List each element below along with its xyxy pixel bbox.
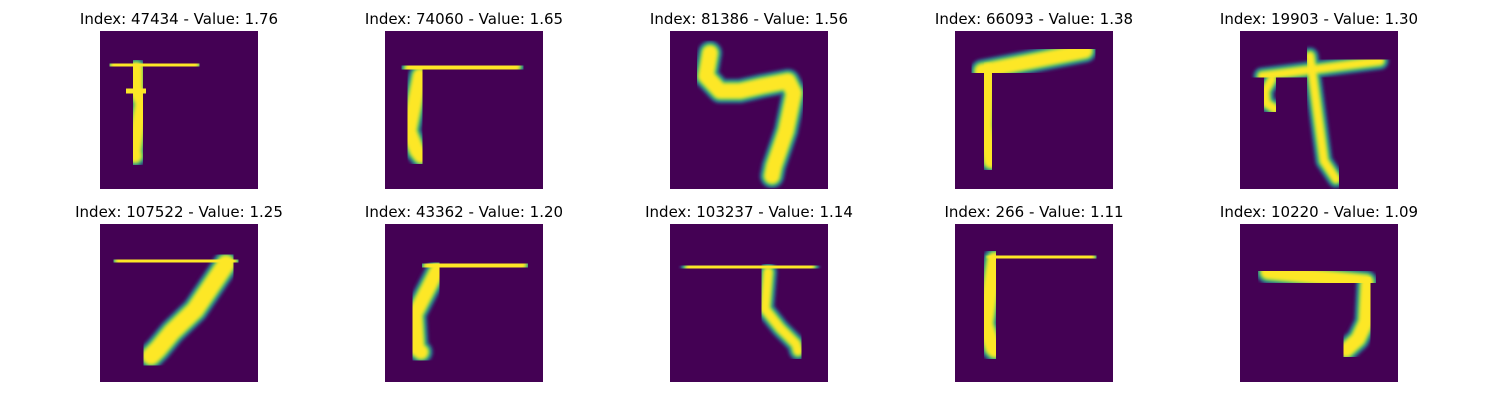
digit-stroke-core xyxy=(110,57,199,73)
panel-title: Index: 266 - Value: 1.11 xyxy=(944,203,1124,221)
digit-stroke-core xyxy=(1306,52,1340,183)
digit-image-canvas xyxy=(100,31,258,189)
digit-stroke-core xyxy=(1258,57,1384,80)
image-panel: Index: 19903 - Value: 1.30 xyxy=(1189,7,1449,197)
image-panel: Index: 47434 - Value: 1.76 xyxy=(49,7,309,197)
digit-stroke-core xyxy=(685,261,815,273)
digit-stroke-core xyxy=(975,44,1092,78)
digit-stroke-core xyxy=(977,252,1003,358)
image-panel: Index: 43362 - Value: 1.20 xyxy=(334,200,594,390)
panel-title: Index: 66093 - Value: 1.38 xyxy=(934,10,1134,28)
image-panel: Index: 74060 - Value: 1.65 xyxy=(334,7,594,197)
digit-image-canvas xyxy=(100,224,258,382)
digit-image xyxy=(670,31,828,189)
digit-image xyxy=(670,224,828,382)
digit-image-canvas xyxy=(955,224,1113,382)
digit-image-canvas xyxy=(670,31,828,189)
digit-image-canvas xyxy=(1240,31,1398,189)
panel-title: Index: 103237 - Value: 1.14 xyxy=(645,203,853,221)
digit-image xyxy=(100,224,258,382)
digit-image xyxy=(100,31,258,189)
image-panel: Index: 10220 - Value: 1.09 xyxy=(1189,200,1449,390)
panel-title: Index: 47434 - Value: 1.76 xyxy=(79,10,279,28)
panel-title: Index: 81386 - Value: 1.56 xyxy=(649,10,849,28)
digit-stroke-core xyxy=(402,69,428,163)
image-background xyxy=(670,224,828,382)
digit-image-canvas xyxy=(1240,224,1398,382)
digit-stroke-core xyxy=(698,45,802,184)
digit-image xyxy=(1240,224,1398,382)
image-panel: Index: 81386 - Value: 1.56 xyxy=(619,7,879,197)
image-panel: Index: 66093 - Value: 1.38 xyxy=(904,7,1164,197)
digit-stroke-core xyxy=(1339,277,1375,357)
digit-stroke-core xyxy=(424,257,526,274)
panel-title: Index: 19903 - Value: 1.30 xyxy=(1219,10,1419,28)
image-panel: Index: 266 - Value: 1.11 xyxy=(904,200,1164,390)
image-panel: Index: 107522 - Value: 1.25 xyxy=(49,200,309,390)
panel-title: Index: 43362 - Value: 1.20 xyxy=(364,203,564,221)
digit-stroke-core xyxy=(1261,75,1279,113)
digit-image xyxy=(955,224,1113,382)
digit-stroke-core xyxy=(127,62,149,163)
digit-stroke-core xyxy=(142,255,235,365)
digit-image-canvas xyxy=(670,224,828,382)
digit-stroke-core xyxy=(1261,265,1373,289)
digit-stroke-core xyxy=(978,64,998,168)
digit-image xyxy=(385,224,543,382)
digit-image xyxy=(955,31,1113,189)
image-background xyxy=(670,31,828,189)
digit-image-canvas xyxy=(385,224,543,382)
panel-title: Index: 10220 - Value: 1.09 xyxy=(1219,203,1419,221)
digit-stroke-core xyxy=(987,248,1095,266)
digit-image-canvas xyxy=(385,31,543,189)
digit-image xyxy=(1240,31,1398,189)
panel-title: Index: 74060 - Value: 1.65 xyxy=(364,10,564,28)
digit-stroke-core xyxy=(121,82,151,100)
digit-image-canvas xyxy=(955,31,1113,189)
image-panel: Index: 103237 - Value: 1.14 xyxy=(619,200,879,390)
digit-stroke-core xyxy=(408,264,444,359)
digit-stroke-core xyxy=(115,251,237,271)
digit-image xyxy=(385,31,543,189)
digit-stroke-core xyxy=(760,267,803,356)
panel-title: Index: 107522 - Value: 1.25 xyxy=(75,203,283,221)
digit-stroke-core xyxy=(405,59,520,76)
